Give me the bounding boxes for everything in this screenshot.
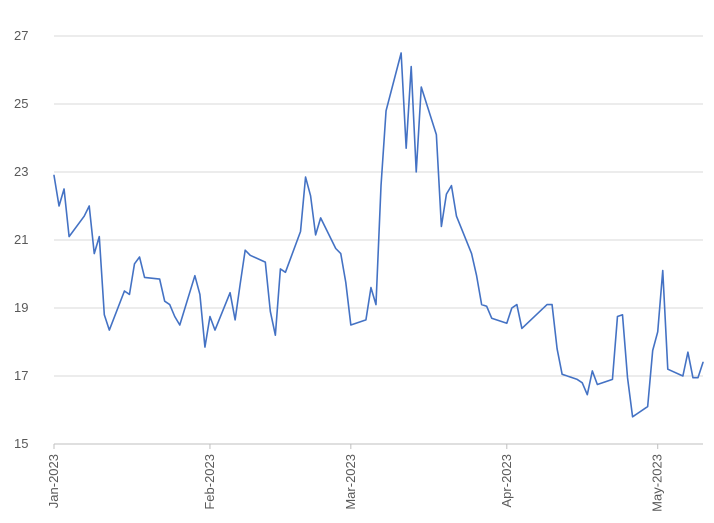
x-tick-label: Feb-2023 [202, 454, 217, 510]
y-axis-ticks: 15 17 19 21 23 25 27 [14, 28, 28, 451]
gridlines [54, 35, 703, 377]
y-tick-label: 21 [14, 232, 28, 247]
y-tick-label: 27 [14, 28, 28, 43]
x-tick-label: Mar-2023 [343, 454, 358, 510]
x-tick-label: May-2023 [650, 454, 665, 512]
x-tick-label: Apr-2023 [499, 454, 514, 507]
y-tick-label: 25 [14, 96, 28, 111]
y-tick-label: 23 [14, 164, 28, 179]
series-line-0 [53, 52, 704, 418]
x-axis-ticks: Jan-2023 Feb-2023 Mar-2023 Apr-2023 May-2023 [46, 444, 665, 512]
y-tick-label: 19 [14, 300, 28, 315]
series-group [53, 52, 704, 418]
y-tick-label: 15 [14, 436, 28, 451]
y-tick-label: 17 [14, 368, 28, 383]
x-tick-label: Jan-2023 [46, 454, 61, 508]
